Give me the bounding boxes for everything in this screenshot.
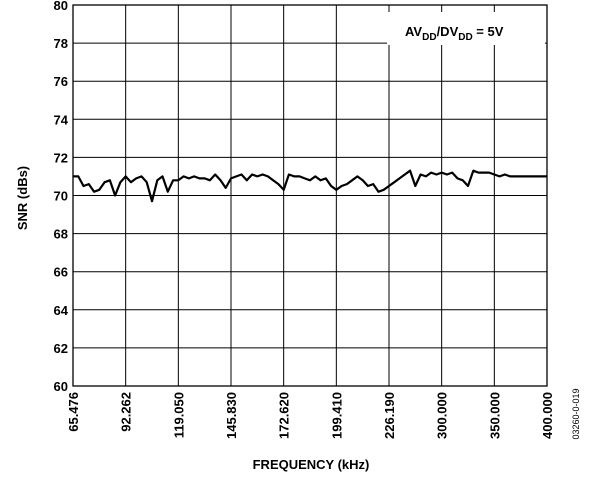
y-tick-label: 74 (54, 112, 69, 127)
y-axis-title: SNR (dBs) (15, 166, 30, 230)
x-tick-label: 92.262 (119, 392, 134, 432)
x-tick-label: 145.830 (224, 392, 239, 439)
x-tick-label: 119.050 (171, 392, 186, 438)
y-tick-label: 66 (54, 265, 68, 280)
y-tick-label: 68 (54, 227, 68, 242)
y-tick-label: 76 (54, 74, 68, 89)
x-tick-label: 350.000 (487, 392, 502, 439)
x-tick-label: 65.476 (66, 392, 81, 432)
x-tick-label: 172.620 (277, 392, 292, 439)
x-tick-label: 199.410 (329, 392, 344, 439)
annotation-text: AVDD/DVDD = 5V (405, 24, 504, 43)
grid (73, 5, 547, 386)
y-axis: 60 62 64 66 68 70 72 74 76 78 80 (54, 0, 69, 394)
y-tick-label: 80 (54, 0, 68, 13)
supply-voltage-annotation: AVDD/DVDD = 5V (387, 12, 545, 45)
x-tick-label: 400.000 (540, 392, 555, 439)
y-tick-label: 78 (54, 36, 68, 51)
snr-series-line (73, 169, 547, 203)
y-tick-label: 72 (54, 150, 68, 165)
y-tick-label: 70 (54, 189, 68, 204)
figure-id: 03260-0-019 (571, 388, 581, 439)
x-axis: 65.476 92.262 119.050 145.830 172.620 199.410… (66, 392, 555, 439)
y-tick-label: 60 (54, 379, 68, 394)
x-axis-title: FREQUENCY (kHz) (253, 457, 370, 472)
x-tick-label: 300.000 (435, 392, 450, 439)
annotation-box (387, 12, 545, 45)
x-tick-label: 226.190 (382, 392, 397, 439)
series-layer (73, 169, 547, 203)
y-tick-label: 62 (54, 341, 68, 356)
y-tick-label: 64 (54, 303, 69, 318)
plot-frame (72, 4, 548, 387)
